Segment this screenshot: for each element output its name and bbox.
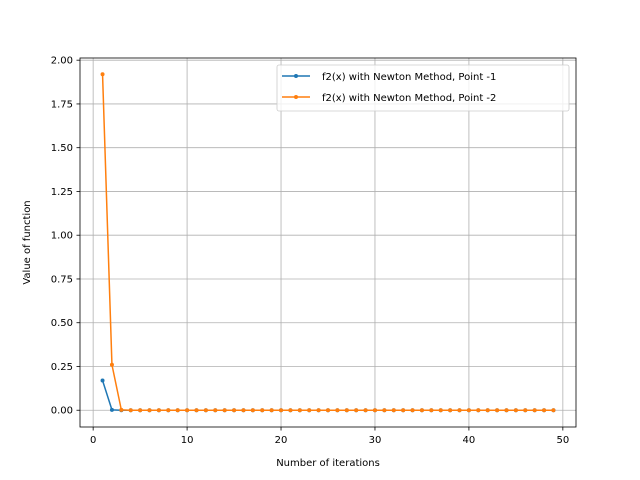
axes-frame (79, 57, 577, 428)
x-axis-label: Number of iterations (276, 458, 380, 469)
data-point (523, 408, 528, 413)
y-tick-label: 1.75 (51, 99, 73, 110)
legend-marker-series-1 (294, 74, 298, 78)
data-point (513, 408, 518, 413)
data-point (138, 408, 143, 413)
data-point (551, 408, 556, 413)
legend-label-series-2: f2(x) with Newton Method, Point -2 (322, 93, 496, 104)
data-point (363, 408, 368, 413)
legend-marker-series-2 (294, 95, 298, 99)
data-point (504, 408, 509, 413)
data-point (156, 408, 161, 413)
data-point (269, 408, 274, 413)
y-tick-label: 0.25 (51, 362, 73, 373)
data-point (194, 408, 199, 413)
data-point (166, 408, 171, 413)
y-axis-label: Value of function (22, 200, 33, 284)
data-point (391, 408, 396, 413)
x-tick-label: 40 (463, 435, 476, 446)
data-point (354, 408, 359, 413)
data-point (241, 408, 246, 413)
data-point (401, 408, 406, 413)
data-point (147, 408, 152, 413)
data-point (419, 408, 424, 413)
data-point (429, 408, 434, 413)
data-point (100, 72, 105, 77)
data-point (185, 408, 190, 413)
series-2 (100, 72, 556, 413)
data-point (279, 408, 284, 413)
y-tick-label: 1.00 (51, 231, 73, 242)
x-tick-label: 30 (369, 435, 382, 446)
data-point (476, 408, 481, 413)
data-point (288, 408, 293, 413)
legend: f2(x) with Newton Method, Point -1 f2(x)… (276, 64, 570, 112)
data-point (250, 408, 255, 413)
data-point (335, 408, 340, 413)
x-tick-label: 0 (90, 435, 96, 446)
y-tick-label: 0.75 (51, 274, 73, 285)
data-point (466, 408, 471, 413)
y-tick-label: 1.50 (51, 143, 73, 154)
data-point (542, 408, 547, 413)
data-point (109, 362, 114, 367)
data-point (448, 408, 453, 413)
x-tick-label: 20 (275, 435, 288, 446)
data-point (410, 408, 415, 413)
data-point (532, 408, 537, 413)
data-point (100, 378, 105, 383)
ticks: 0 10 20 30 40 50 0.00 0.25 0.50 0.75 1.00 1.25 1.50 1… (51, 56, 569, 446)
x-tick-label: 10 (181, 435, 194, 446)
x-tick-label: 50 (556, 435, 569, 446)
data-point (438, 408, 443, 413)
data-point (109, 407, 114, 412)
data-point (119, 407, 124, 412)
data-point (457, 408, 462, 413)
y-tick-label: 0.00 (51, 406, 73, 417)
data-point (297, 408, 302, 413)
data-point (372, 408, 377, 413)
data-point (344, 408, 349, 413)
legend-box (276, 64, 570, 112)
data-point (203, 408, 208, 413)
data-point (382, 408, 387, 413)
data-point (260, 408, 265, 413)
data-point (485, 408, 490, 413)
legend-label-series-1: f2(x) with Newton Method, Point -1 (322, 72, 496, 83)
y-tick-label: 1.25 (51, 187, 73, 198)
data-point (307, 408, 312, 413)
series-layer (100, 72, 556, 413)
data-point (222, 408, 227, 413)
y-tick-label: 0.50 (51, 318, 73, 329)
data-point (128, 408, 133, 413)
data-point (175, 408, 180, 413)
data-point (232, 408, 237, 413)
data-point (495, 408, 500, 413)
data-point (213, 408, 218, 413)
data-point (316, 408, 321, 413)
data-point (326, 408, 330, 413)
y-tick-label: 2.00 (51, 56, 73, 67)
